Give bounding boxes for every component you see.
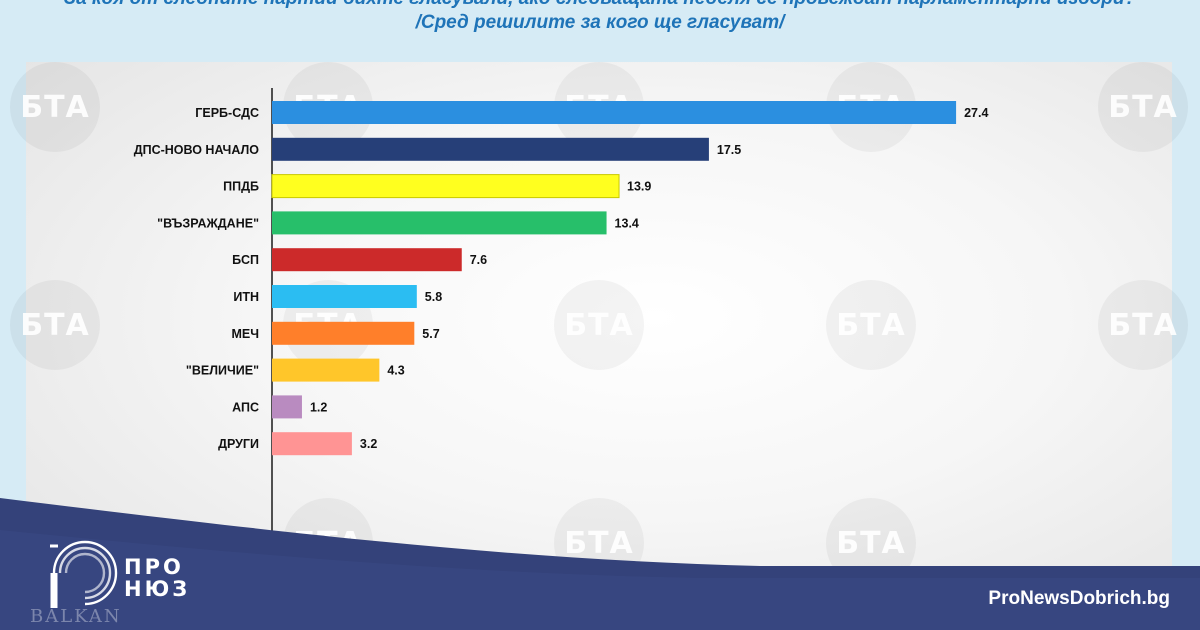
category-label: ГЕРБ-СДС xyxy=(195,106,259,120)
bar-1 xyxy=(272,137,709,161)
watermark-logo: БТА xyxy=(10,280,100,370)
bar-8 xyxy=(272,395,302,419)
value-label: 3.2 xyxy=(360,437,377,451)
category-label: "ВЕЛИЧИЕ" xyxy=(186,364,259,378)
corner-watermark: BALKAN xyxy=(30,606,122,627)
bar-9 xyxy=(272,432,352,456)
pronews-logo-icon xyxy=(50,540,118,608)
bar-5 xyxy=(272,285,417,308)
brand-name-line1: ПРО xyxy=(124,555,184,579)
value-label: 13.4 xyxy=(615,216,639,230)
brand-name-line2: НЮЗ xyxy=(124,577,191,601)
value-label: 17.5 xyxy=(717,143,741,157)
bar-3 xyxy=(272,211,607,235)
bar-2 xyxy=(271,174,620,199)
category-label: ИТН xyxy=(233,290,259,304)
chart-bars: ГЕРБ-СДС 27.4 ДПС-НОВО НАЧАЛО 17.5 ППДБ 13.9 "… xyxy=(134,101,988,456)
brand-name: ПРО НЮЗ xyxy=(124,556,190,600)
value-label: 27.4 xyxy=(964,106,988,120)
category-label: АПС xyxy=(232,400,259,414)
category-label: ДРУГИ xyxy=(218,437,259,451)
category-label: "ВЪЗРАЖДАНЕ" xyxy=(157,216,259,230)
chart-title: За коя от следните партии бихте гласувал… xyxy=(0,0,1200,10)
bar-7 xyxy=(272,358,380,382)
value-label: 1.2 xyxy=(310,400,327,414)
category-label: ДПС-НОВО НАЧАЛО xyxy=(134,143,260,157)
bar-4 xyxy=(272,248,462,272)
value-label: 7.6 xyxy=(470,253,487,267)
chart-subtitle: /Сред решилите за кого ще гласуват/ xyxy=(415,12,785,33)
bar-0 xyxy=(272,101,957,124)
watermark-logo: БТА xyxy=(1098,280,1188,370)
value-label: 5.7 xyxy=(422,327,439,341)
site-url-link[interactable]: ProNewsDobrich.bg xyxy=(988,588,1170,609)
bar-6 xyxy=(272,321,415,345)
watermark-logo: БТА xyxy=(10,62,100,152)
watermark-logo: БТА xyxy=(554,280,644,370)
value-label: 4.3 xyxy=(387,364,404,378)
value-label: 5.8 xyxy=(425,290,442,304)
category-label: БСП xyxy=(232,253,259,267)
category-label: ППДБ xyxy=(223,180,259,194)
watermark-logo: БТА xyxy=(1098,62,1188,152)
watermark-logo: БТА xyxy=(826,280,916,370)
category-label: МЕЧ xyxy=(231,327,259,341)
value-label: 13.9 xyxy=(627,180,651,194)
